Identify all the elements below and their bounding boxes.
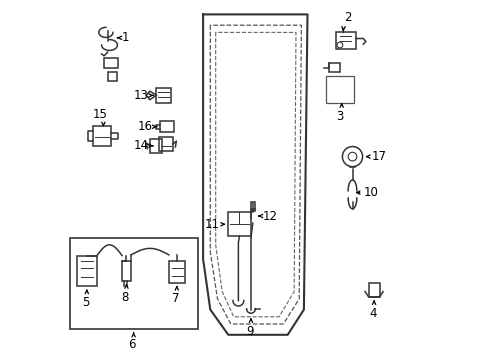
Text: 15: 15 [92, 108, 107, 121]
Text: 4: 4 [368, 307, 376, 320]
Text: 6: 6 [128, 338, 136, 351]
Text: 14: 14 [133, 139, 148, 152]
Text: 10: 10 [363, 186, 378, 199]
Text: 12: 12 [263, 210, 277, 222]
Text: 2: 2 [344, 12, 351, 24]
Text: 3: 3 [336, 110, 343, 123]
Text: 8: 8 [121, 291, 128, 303]
Text: 5: 5 [81, 296, 89, 309]
Text: 16: 16 [137, 120, 152, 133]
Text: 9: 9 [245, 325, 253, 338]
Text: 11: 11 [204, 218, 219, 231]
Text: 17: 17 [370, 150, 386, 163]
Text: 13: 13 [133, 89, 148, 102]
Text: 7: 7 [171, 292, 179, 305]
Text: 1: 1 [121, 31, 129, 44]
